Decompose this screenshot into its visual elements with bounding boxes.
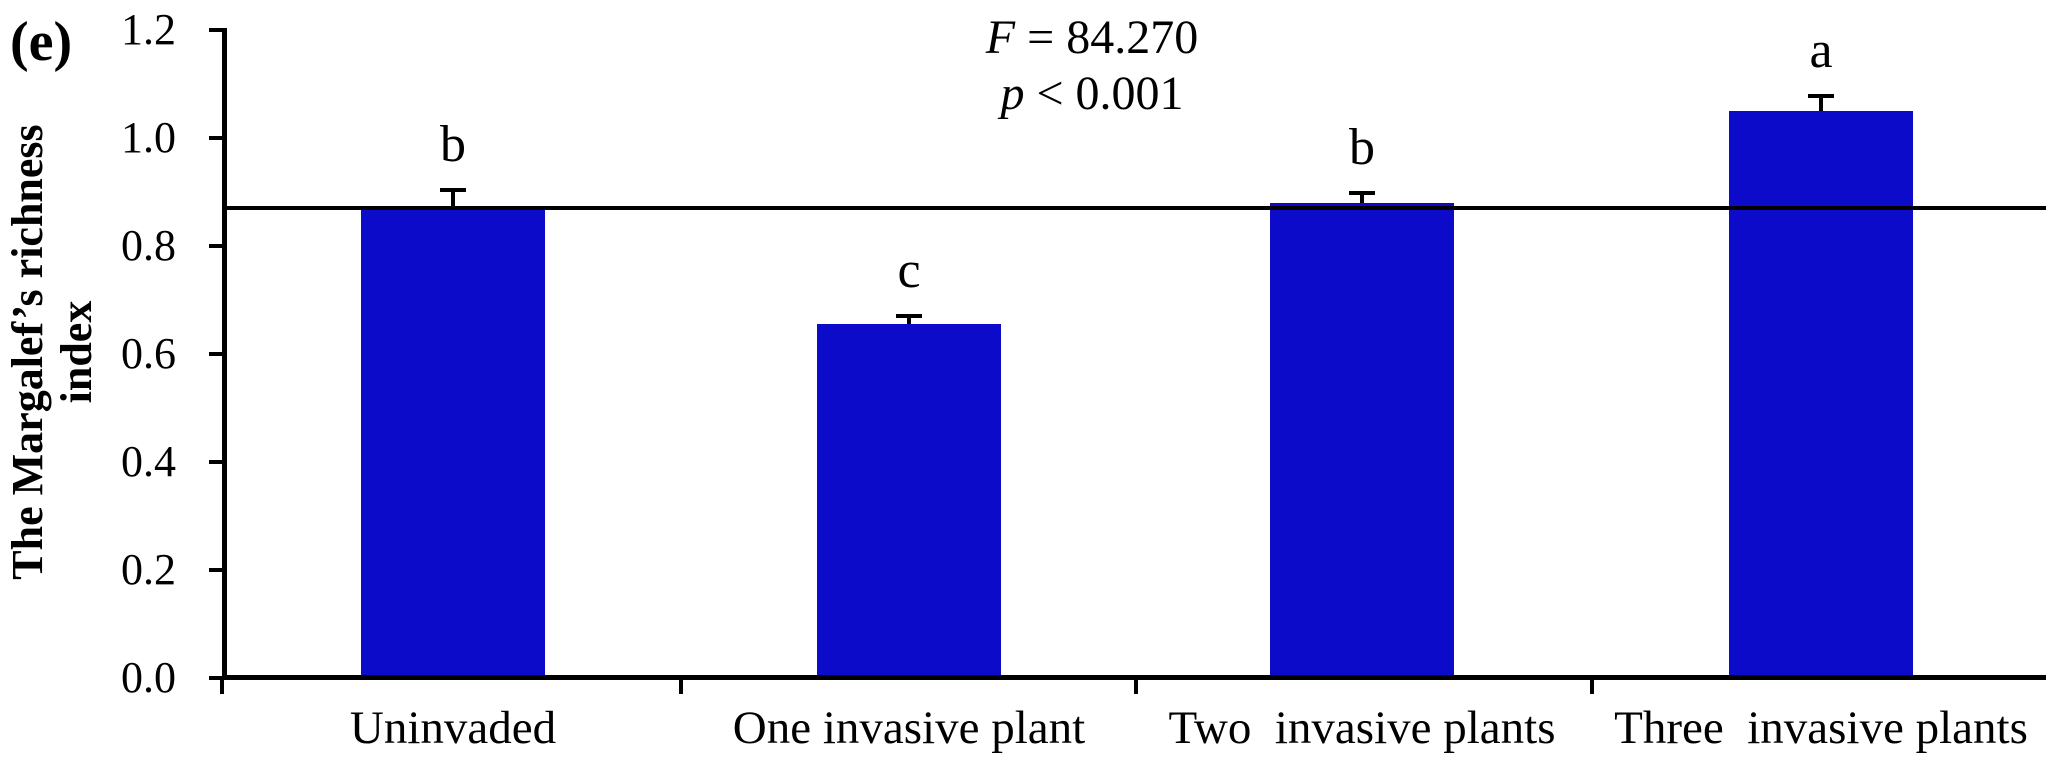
bar: [1270, 202, 1454, 678]
reference-line: [222, 206, 2046, 211]
x-axis-tick: [679, 679, 683, 694]
y-tick-label: 1.0: [121, 113, 176, 162]
error-bar-line: [1819, 96, 1823, 111]
sig-letter: b: [440, 115, 466, 173]
stat-f-value: = 84.270: [1015, 11, 1199, 64]
bar: [1729, 111, 1913, 678]
x-category-label: Three invasive plants: [1614, 702, 2028, 754]
y-tick-label: 0.2: [121, 545, 176, 594]
stats-annotation: F = 84.270 p < 0.001: [842, 10, 1342, 122]
error-bar-cap: [440, 187, 466, 192]
x-axis-tick: [1134, 679, 1138, 694]
sig-letter: b: [1349, 119, 1375, 177]
sig-letter: c: [897, 242, 921, 300]
stat-f-symbol: F: [985, 11, 1016, 64]
error-bar-cap: [1808, 94, 1834, 99]
y-axis-tick: [209, 28, 222, 32]
x-category-label: Uninvaded: [349, 702, 557, 754]
y-tick-label: 1.2: [121, 5, 176, 54]
y-axis-tick: [209, 460, 222, 464]
y-axis-tick: [209, 244, 222, 248]
y-tick-label: 0.0: [121, 653, 176, 702]
stat-p-value: < 0.001: [1024, 67, 1184, 120]
error-bar-cap: [896, 314, 922, 319]
stat-p-symbol: p: [1000, 67, 1025, 120]
bar: [817, 324, 1001, 678]
x-axis-tick: [1590, 679, 1594, 694]
error-bar-line: [1360, 193, 1364, 203]
y-axis-tick: [209, 568, 222, 572]
x-category-label: Two invasive plants: [1168, 702, 1556, 754]
bar: [361, 208, 545, 678]
y-tick-label: 0.4: [121, 437, 176, 486]
y-tick-label: 0.8: [121, 221, 176, 270]
y-axis-tick: [209, 136, 222, 140]
sig-letter: a: [1809, 22, 1833, 80]
x-axis-tick: [220, 679, 224, 694]
error-bar-line: [451, 189, 455, 209]
stat-p-line: p < 0.001: [842, 66, 1342, 122]
stat-f-line: F = 84.270: [842, 10, 1342, 66]
y-axis-tick: [209, 676, 222, 680]
y-tick-label: 0.6: [121, 329, 176, 378]
y-axis-tick: [209, 352, 222, 356]
panel-label: (e): [10, 11, 73, 73]
y-axis-title-line1: The Margalef’s richness: [3, 124, 52, 580]
error-bar-cap: [1349, 191, 1375, 196]
x-category-label: One invasive plant: [732, 702, 1086, 754]
y-axis-line: [222, 28, 227, 680]
x-axis-line: [222, 675, 2046, 680]
error-bar-line: [907, 316, 911, 325]
